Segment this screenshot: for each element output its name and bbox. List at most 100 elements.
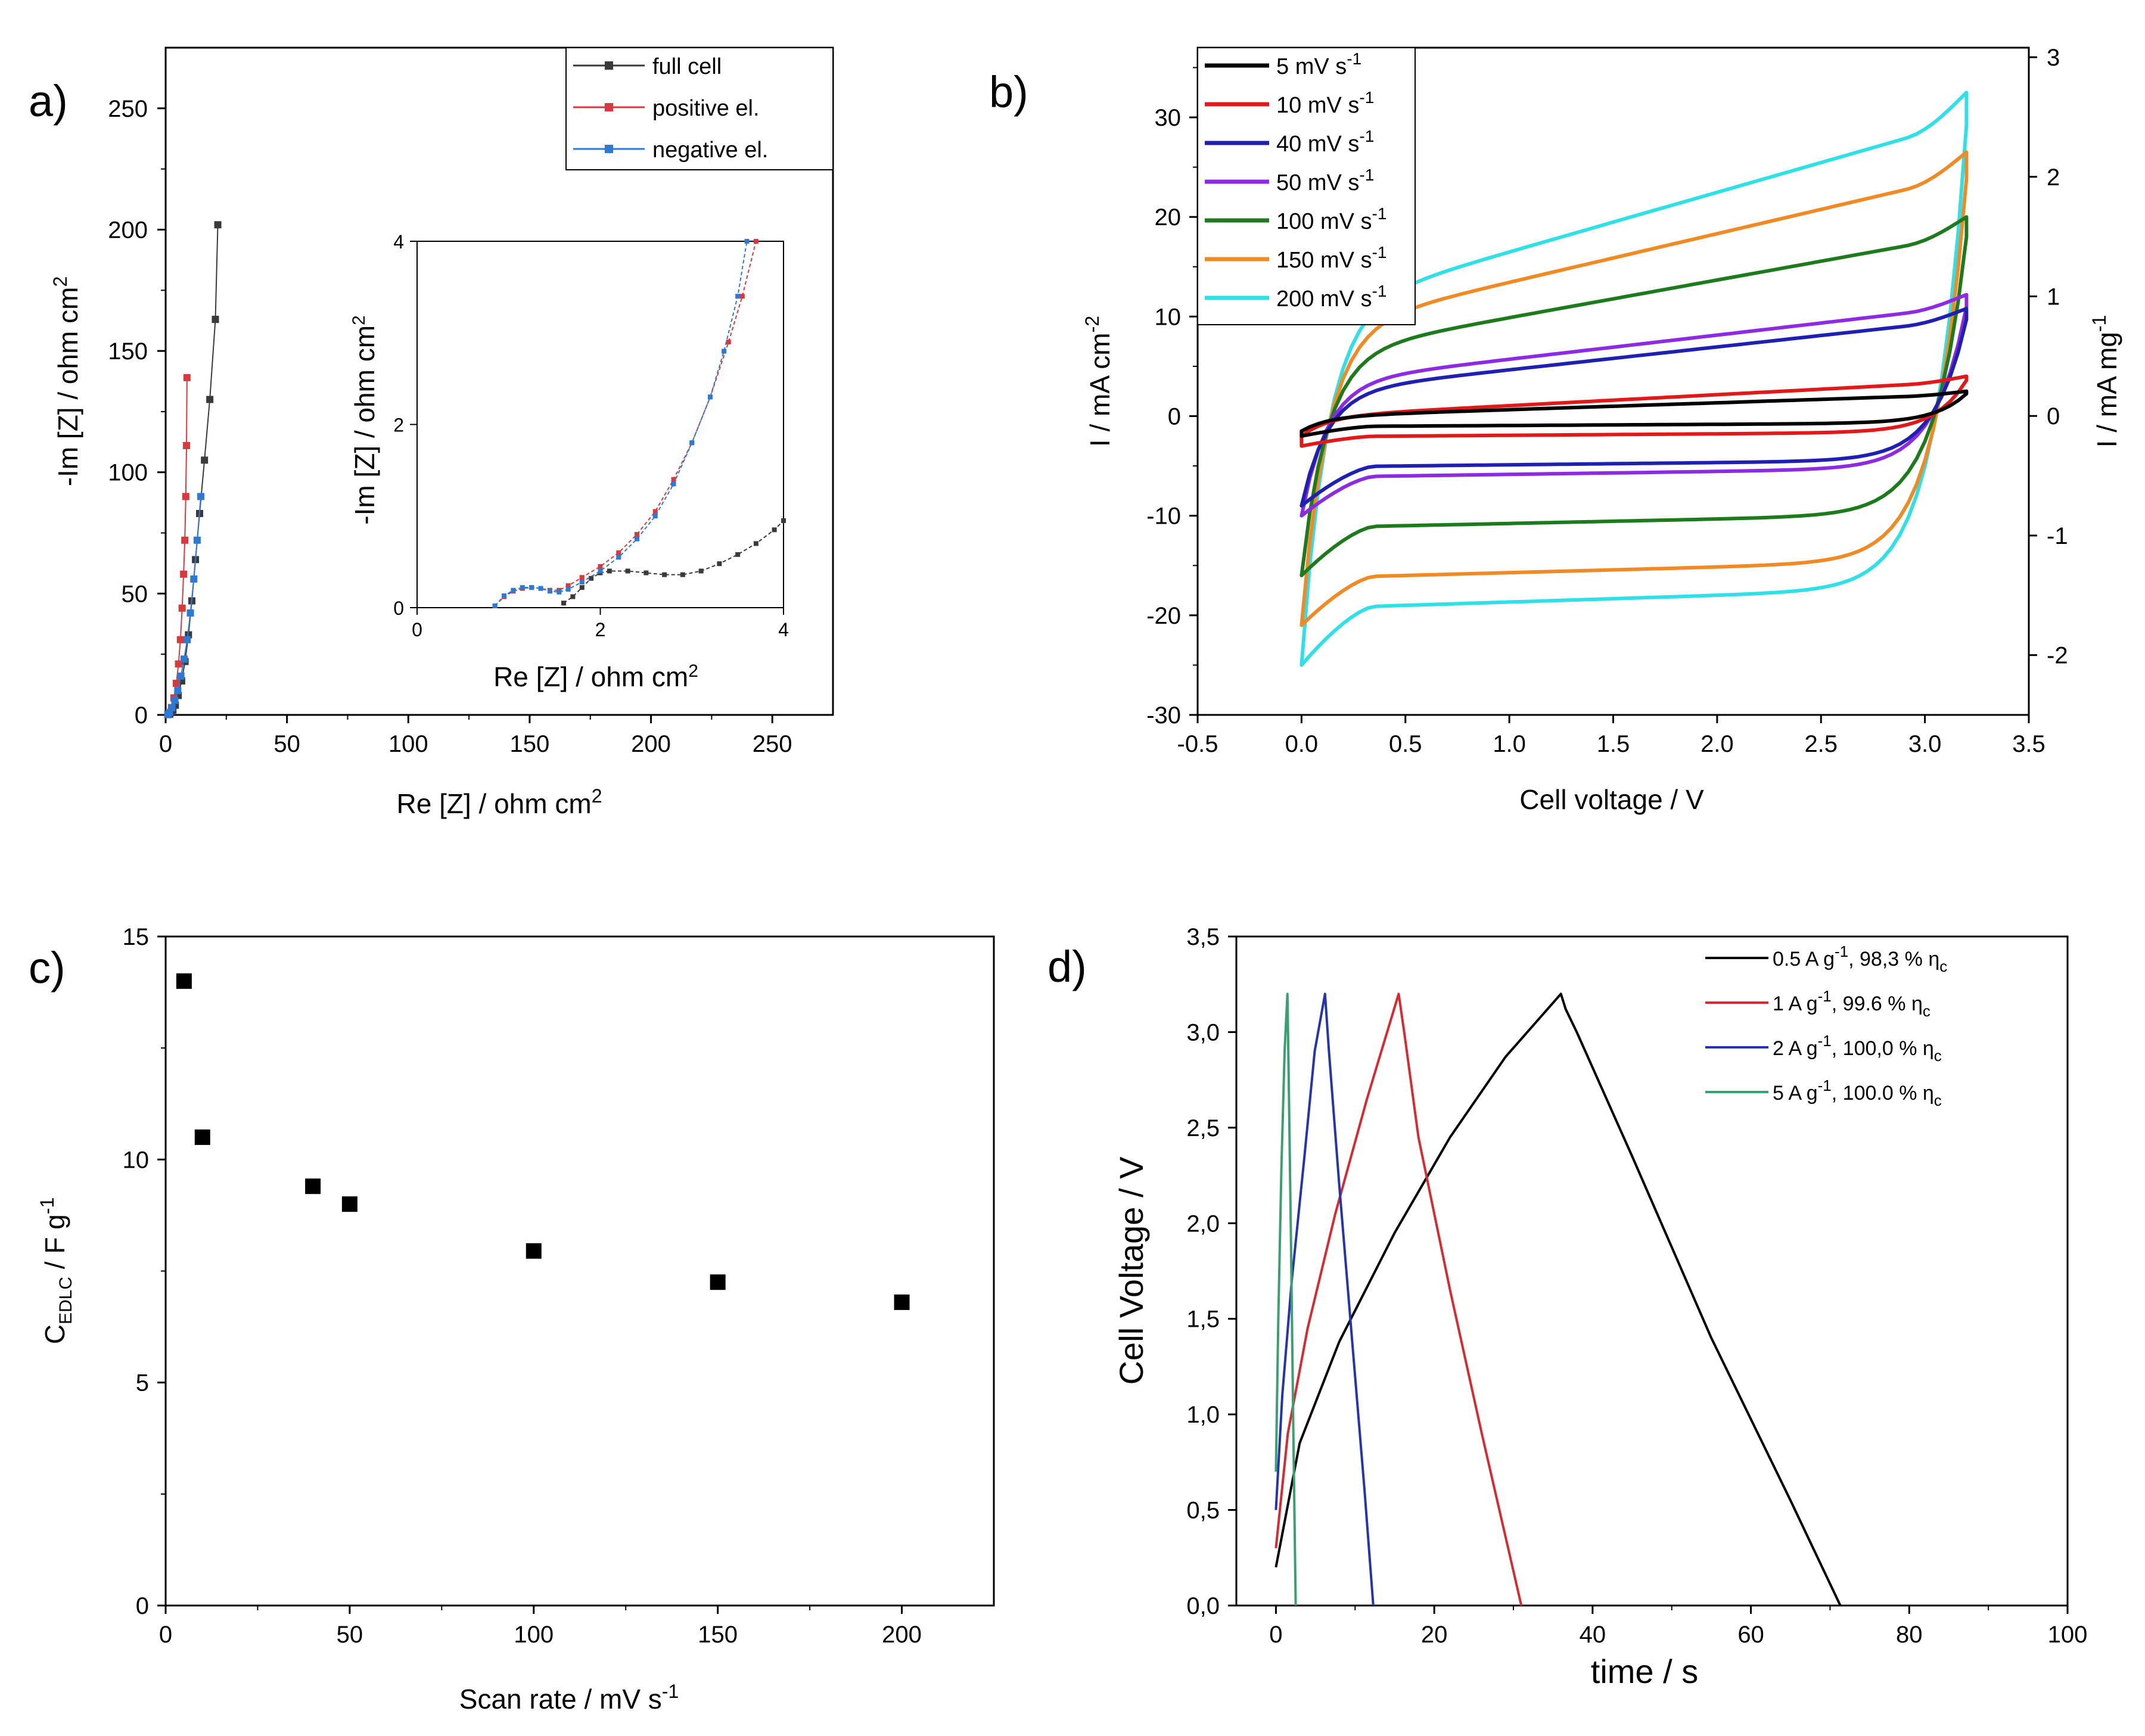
inset-point-1 (598, 564, 603, 569)
legend-marker-negative-el (605, 145, 613, 153)
d-xtick-label: 0 (1269, 1622, 1282, 1648)
b-right-ytick-label: -1 (2047, 523, 2068, 549)
c-ytick-label: 5 (136, 1370, 149, 1396)
b-right-ytick-label: 2 (2047, 164, 2060, 191)
panel-b-letter: b) (989, 67, 1028, 117)
b-xtick-label: 2.5 (1804, 731, 1838, 757)
a-point-2 (183, 374, 191, 381)
panel-c-letter: c) (29, 943, 66, 993)
d-ytick-label: 1,5 (1186, 1306, 1220, 1333)
b-right-ytick-label: -2 (2047, 643, 2068, 669)
b-legend-sup: -1 (1372, 243, 1387, 262)
b-legend-sup: -1 (1359, 88, 1374, 107)
b-legend-label-4: 100 mV s-1 (1276, 204, 1387, 234)
d-legend-sup: -1 (1818, 1077, 1832, 1094)
panel-a-y-ticks: 0 50 100 150 200 250 (108, 96, 166, 729)
inset-point-1 (652, 509, 658, 514)
c-point (341, 1196, 358, 1212)
b-ytick-label: -30 (1146, 702, 1181, 729)
inset-xtick-label: 2 (595, 619, 606, 640)
inset-point-0 (561, 601, 566, 606)
inset-point-2 (652, 514, 658, 519)
inset-point-1 (616, 550, 621, 555)
a-point-3 (168, 704, 176, 711)
c-xtick-label: 200 (882, 1622, 922, 1648)
d-xtick-label: 80 (1896, 1622, 1923, 1648)
inset-point-1 (565, 583, 571, 589)
inset-point-0 (781, 518, 786, 523)
a-xtick-label: 0 (159, 731, 172, 757)
inset-point-1 (671, 477, 676, 482)
inset-point-0 (607, 568, 612, 574)
a-ytick-label: 250 (108, 96, 148, 122)
a-ytick-label: 0 (135, 702, 148, 729)
d-legend-rest: , 100,0 % η (1832, 1037, 1934, 1060)
b-ytick-label: -20 (1146, 603, 1181, 629)
d-legend-sup: -1 (1818, 987, 1832, 1005)
d-legend-rest: , 100.0 % η (1832, 1082, 1934, 1105)
inset-y-ticks: 0 2 4 (393, 231, 417, 619)
panel-c-x-ticks: 0 50 100 150 200 (159, 1606, 922, 1648)
c-point (526, 1243, 542, 1259)
b-legend-name: 50 mV s (1276, 170, 1359, 195)
a-point-1 (212, 316, 219, 323)
a-series-line-0 (169, 319, 216, 715)
panel-d-legend: 0.5 A g-1, 98,3 % ηc1 A g-1, 99.6 % ηc2 … (1705, 942, 1947, 1109)
c-point (194, 1129, 210, 1145)
d-legend-sub: c (1934, 1091, 1942, 1109)
inset-point-0 (735, 552, 741, 557)
d-legend-sub: c (1939, 957, 1947, 975)
inset-series (492, 239, 786, 608)
b-xtick-label: 1.5 (1597, 731, 1630, 757)
a-ytick-label: 100 (108, 460, 148, 486)
legend-label-negative-el: negative el. (652, 138, 768, 163)
panel-c-frame (164, 935, 995, 1607)
a-ytick-label: 200 (108, 217, 148, 243)
inset-point-2 (565, 587, 571, 592)
b-ytick-label: 0 (1168, 404, 1181, 430)
c-point (710, 1274, 726, 1290)
c-xtick-label: 150 (698, 1622, 738, 1648)
a-xtick-label: 150 (510, 731, 550, 757)
d-legend-label-1: 1 A g-1, 99.6 % ηc (1773, 987, 1930, 1020)
panel-c-capacitance-plot: c) 0 50 100 150 200 0 5 10 15 Scan rate / mV s-… (29, 924, 995, 1715)
panel-b-right-y-axis-label: I / mA mg-1 (2088, 315, 2122, 448)
b-legend-label-3: 50 mV s-1 (1276, 166, 1374, 195)
c-point (894, 1294, 910, 1310)
panel-a-x-axis-label: Re [Z] / ohm cm2 (397, 785, 602, 819)
d-legend-sub: c (1923, 1002, 1930, 1020)
a-series-line-1 (214, 225, 219, 320)
inset-point-2 (598, 568, 603, 574)
c-point (305, 1178, 321, 1194)
b-cv-loop-3 (1300, 293, 1969, 518)
legend-marker-positive-el (605, 103, 613, 111)
d-xtick-label: 20 (1421, 1622, 1448, 1648)
inset-point-0 (662, 572, 667, 577)
panel-a-inset: 0 2 4 0 2 4 Re [Z] / ohm cm2 -Im [Z] / ohm c… (349, 231, 789, 692)
d-series-line-0 (1274, 993, 1842, 1606)
inset-point-0 (680, 572, 685, 577)
inset-y-axis-label: -Im [Z] / ohm cm2 (349, 315, 380, 524)
b-legend-name: 40 mV s (1276, 132, 1359, 157)
a-xtick-label: 50 (273, 731, 300, 757)
d-xtick-label: 40 (1580, 1622, 1606, 1648)
d-ytick-label: 3,0 (1186, 1019, 1220, 1046)
d-legend-label-0: 0.5 A g-1, 98,3 % ηc (1773, 942, 1947, 975)
d-legend-name: 0.5 A g (1773, 948, 1835, 970)
inset-point-2 (722, 349, 727, 354)
d-ytick-label: 0,0 (1186, 1593, 1220, 1619)
panel-b-y-ticks: -30 -20 -10 0 10 20 30 (1146, 67, 1198, 729)
d-xtick-label: 60 (1737, 1622, 1764, 1648)
inset-x-axis-label: Re [Z] / ohm cm2 (493, 661, 698, 692)
a-point-2 (180, 570, 188, 578)
inset-frame (416, 241, 784, 608)
inset-point-0 (579, 585, 585, 590)
inset-point-2 (538, 586, 543, 591)
a-point-2 (183, 441, 191, 449)
panel-b-right-y-ticks: -2 -1 0 1 2 3 (2029, 45, 2068, 669)
a-xtick-label: 250 (753, 731, 792, 757)
panel-d-y-ticks: 0,0 0,5 1,0 1,5 2,0 2,5 3,0 3,5 (1186, 924, 1236, 1619)
b-right-ytick-label: 3 (2047, 45, 2060, 71)
